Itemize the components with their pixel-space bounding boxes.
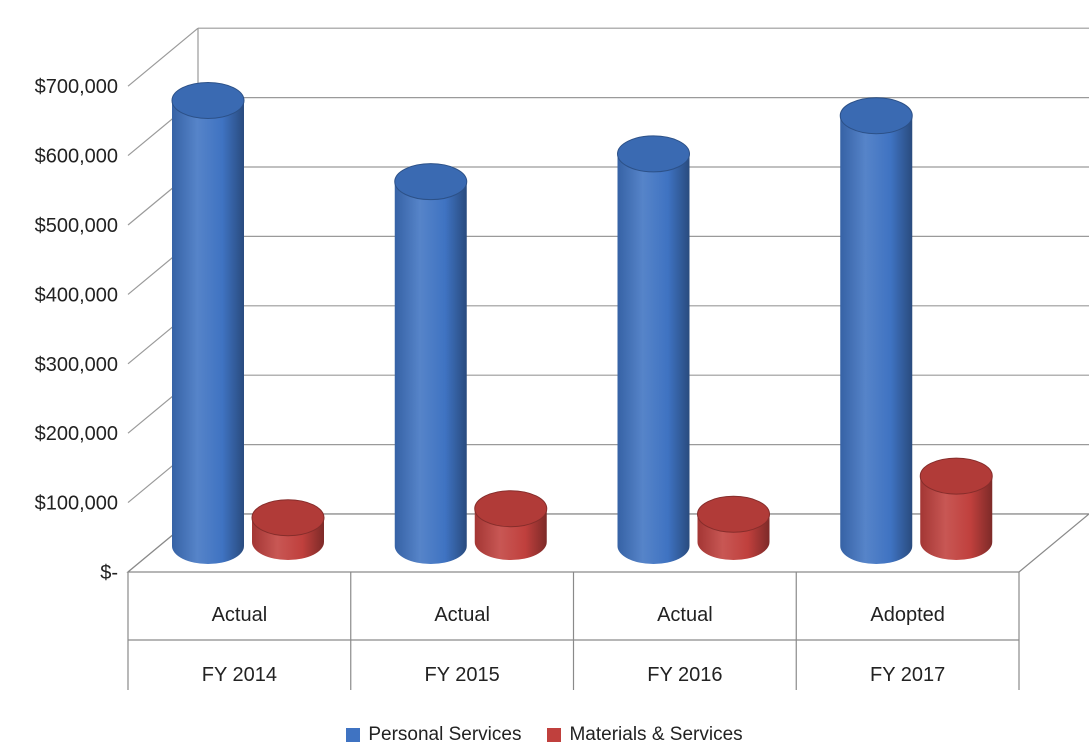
y-tick-label: $200,000 bbox=[35, 423, 118, 445]
y-tick-label: $400,000 bbox=[35, 284, 118, 306]
bar-body bbox=[920, 476, 993, 560]
y-tick-label: $- bbox=[100, 562, 118, 584]
chart-svg: $- $100,000 $200,000 $300,000 $400,000 $500,0… bbox=[35, 27, 1089, 690]
bar-top bbox=[171, 81, 245, 119]
x-tick-label-top: Actual bbox=[657, 604, 713, 626]
y-tick-label: $700,000 bbox=[35, 76, 118, 98]
bar-body bbox=[840, 115, 913, 564]
y-tick-label: $300,000 bbox=[35, 354, 118, 376]
legend-label-materials-services: Materials & Services bbox=[569, 724, 743, 745]
x-tick-label-top: Adopted bbox=[870, 604, 945, 626]
x-tick-label-bottom: FY 2015 bbox=[425, 664, 500, 686]
bar-materials-services bbox=[697, 495, 770, 560]
x-tick-label-bottom: FY 2017 bbox=[870, 664, 945, 686]
bar-personal-services bbox=[394, 163, 468, 564]
bar-body bbox=[394, 181, 467, 564]
legend-label-personal-services: Personal Services bbox=[368, 724, 522, 745]
bar-personal-services bbox=[171, 81, 245, 565]
legend-swatch-personal-services bbox=[346, 728, 361, 742]
x-tick-label-top: Actual bbox=[434, 604, 490, 626]
bar-top bbox=[617, 135, 690, 173]
legend-swatch-materials-services bbox=[547, 728, 562, 742]
bar-personal-services bbox=[617, 135, 690, 564]
bar-materials-services bbox=[251, 499, 325, 560]
x-tick-label-bottom: FY 2016 bbox=[647, 664, 722, 686]
y-tick-label: $600,000 bbox=[35, 146, 118, 168]
legend-item-personal-services: Personal Services bbox=[346, 724, 521, 746]
bar-top bbox=[474, 490, 548, 528]
y-tick-label: $100,000 bbox=[35, 493, 118, 515]
side-gridline bbox=[127, 27, 199, 87]
legend-item-materials-services: Materials & Services bbox=[547, 724, 743, 746]
bar-top bbox=[697, 495, 770, 533]
bar-body bbox=[172, 100, 244, 565]
bar-materials-services bbox=[474, 490, 548, 560]
bar-top bbox=[394, 163, 468, 201]
bar-personal-services bbox=[839, 97, 913, 564]
legend: Personal Services Materials & Services bbox=[0, 722, 1089, 748]
bar-top bbox=[839, 97, 913, 135]
bar-top bbox=[919, 457, 993, 495]
y-tick-label: $500,000 bbox=[35, 215, 118, 237]
bar-top bbox=[251, 499, 325, 537]
bar-materials-services bbox=[919, 457, 993, 560]
x-tick-label-top: Actual bbox=[212, 604, 268, 626]
bar-body bbox=[617, 153, 690, 564]
x-tick-label-bottom: FY 2014 bbox=[202, 664, 277, 686]
